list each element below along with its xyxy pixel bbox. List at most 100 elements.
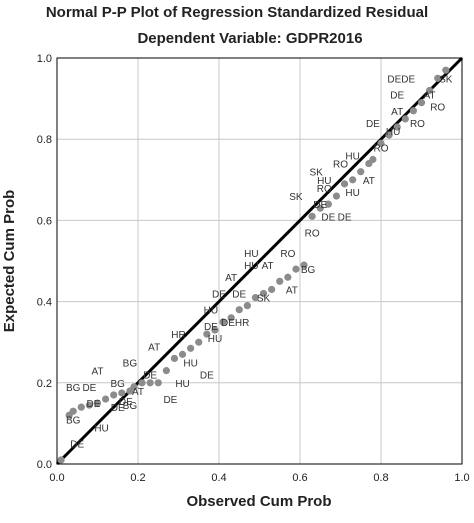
y-tick-label: 0.0 [37,459,52,471]
data-point [146,379,154,387]
data-point [219,318,227,326]
data-point [118,389,126,397]
point-label: DEDE [387,74,415,85]
grid-lines [57,58,462,464]
point-label: SK [310,168,324,179]
point-label: DEHR [221,318,249,329]
x-tick-label: 1.0 [454,472,469,484]
data-point [308,212,316,220]
point-label: RO [280,249,295,260]
y-axis-label: Expected Cum Prob [1,190,18,333]
data-point [442,66,450,74]
data-point [300,261,308,269]
point-label: HU [386,127,400,138]
data-point [57,456,65,464]
point-label: AT [262,261,274,272]
data-point [195,338,203,346]
x-tick-label: 0.0 [49,472,64,484]
point-label: DE [163,395,177,406]
point-label: BG [111,379,126,390]
x-tick-label: 0.4 [211,472,226,484]
point-label: DE [143,371,157,382]
point-label: HU [317,176,331,187]
point-label: AT [391,107,403,118]
point-label: DE [366,119,380,130]
data-point [369,155,377,164]
data-point [85,401,93,409]
point-label: RO [410,119,425,130]
point-label: DE [119,397,133,408]
data-point [316,204,324,212]
data-point [138,379,146,387]
x-tick-labels: 0.0 0.2 0.4 0.6 0.8 1.0 [49,472,469,484]
y-tick-label: 1.0 [37,53,52,65]
point-label: DE [313,200,327,211]
point-label: HU [94,423,108,434]
data-point [434,74,442,82]
data-point [417,99,426,107]
point-label: RO [305,229,320,240]
y-tick-label: 0.8 [37,134,52,146]
data-points [57,66,450,464]
data-point [102,395,110,403]
point-label: DE [212,289,226,300]
point-label: DE [204,322,218,333]
data-point [292,265,300,273]
data-point [332,192,341,200]
point-label: BG [66,383,81,394]
point-label: BG [301,265,316,276]
point-label: HU [208,334,222,345]
point-label: AT [424,91,436,102]
point-label: BG [123,359,138,370]
point-label: DE [338,212,352,223]
data-point [77,403,85,411]
point-label: AT [132,387,144,398]
point-label: AT [225,273,237,284]
data-point [426,86,434,95]
data-point [203,330,211,338]
point-label: BG [123,401,138,412]
data-point [251,293,260,302]
point-label: SK [439,74,453,85]
y-tick-labels: 0.0 0.2 0.4 0.6 0.8 1.0 [37,53,52,471]
point-label: DE [321,212,335,223]
point-label: HU [204,306,218,317]
y-tick-label: 0.4 [37,297,52,309]
data-point [227,314,235,322]
data-point [324,200,332,208]
data-point [170,354,179,363]
point-label: SK [257,294,271,305]
data-point [276,277,284,285]
data-point [211,326,219,334]
data-point [268,285,276,294]
point-label: HR [171,330,185,341]
data-point [393,123,401,131]
data-point [187,344,195,352]
data-point [385,131,393,139]
point-label: AT [363,176,375,187]
point-label: BG [66,415,81,426]
data-point [162,367,170,375]
point-label: HU [244,249,258,260]
x-tick-label: 0.6 [292,472,307,484]
data-point [243,302,251,310]
data-point [259,289,268,298]
point-label: DE [70,440,84,451]
point-label: HU [175,379,189,390]
point-label: DE [82,383,96,394]
data-point [340,180,349,188]
data-point [349,176,357,184]
data-point [235,306,243,314]
point-label: HU [345,188,359,199]
x-tick-label: 0.8 [373,472,388,484]
point-label: RO [374,143,389,154]
point-label: RO [430,103,445,114]
data-point [69,407,77,415]
x-tick-label: 0.2 [130,472,145,484]
data-point [284,273,292,281]
y-tick-label: 0.6 [37,215,52,227]
data-point [154,379,162,387]
data-point [110,391,118,399]
data-point [377,139,385,147]
